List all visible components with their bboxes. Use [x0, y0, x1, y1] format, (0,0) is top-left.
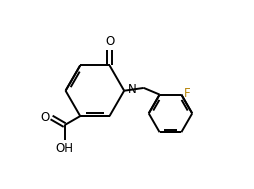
Text: N: N: [128, 83, 137, 96]
Text: F: F: [184, 87, 191, 100]
Text: O: O: [105, 35, 114, 48]
Text: O: O: [40, 111, 49, 124]
Text: OH: OH: [56, 143, 74, 156]
